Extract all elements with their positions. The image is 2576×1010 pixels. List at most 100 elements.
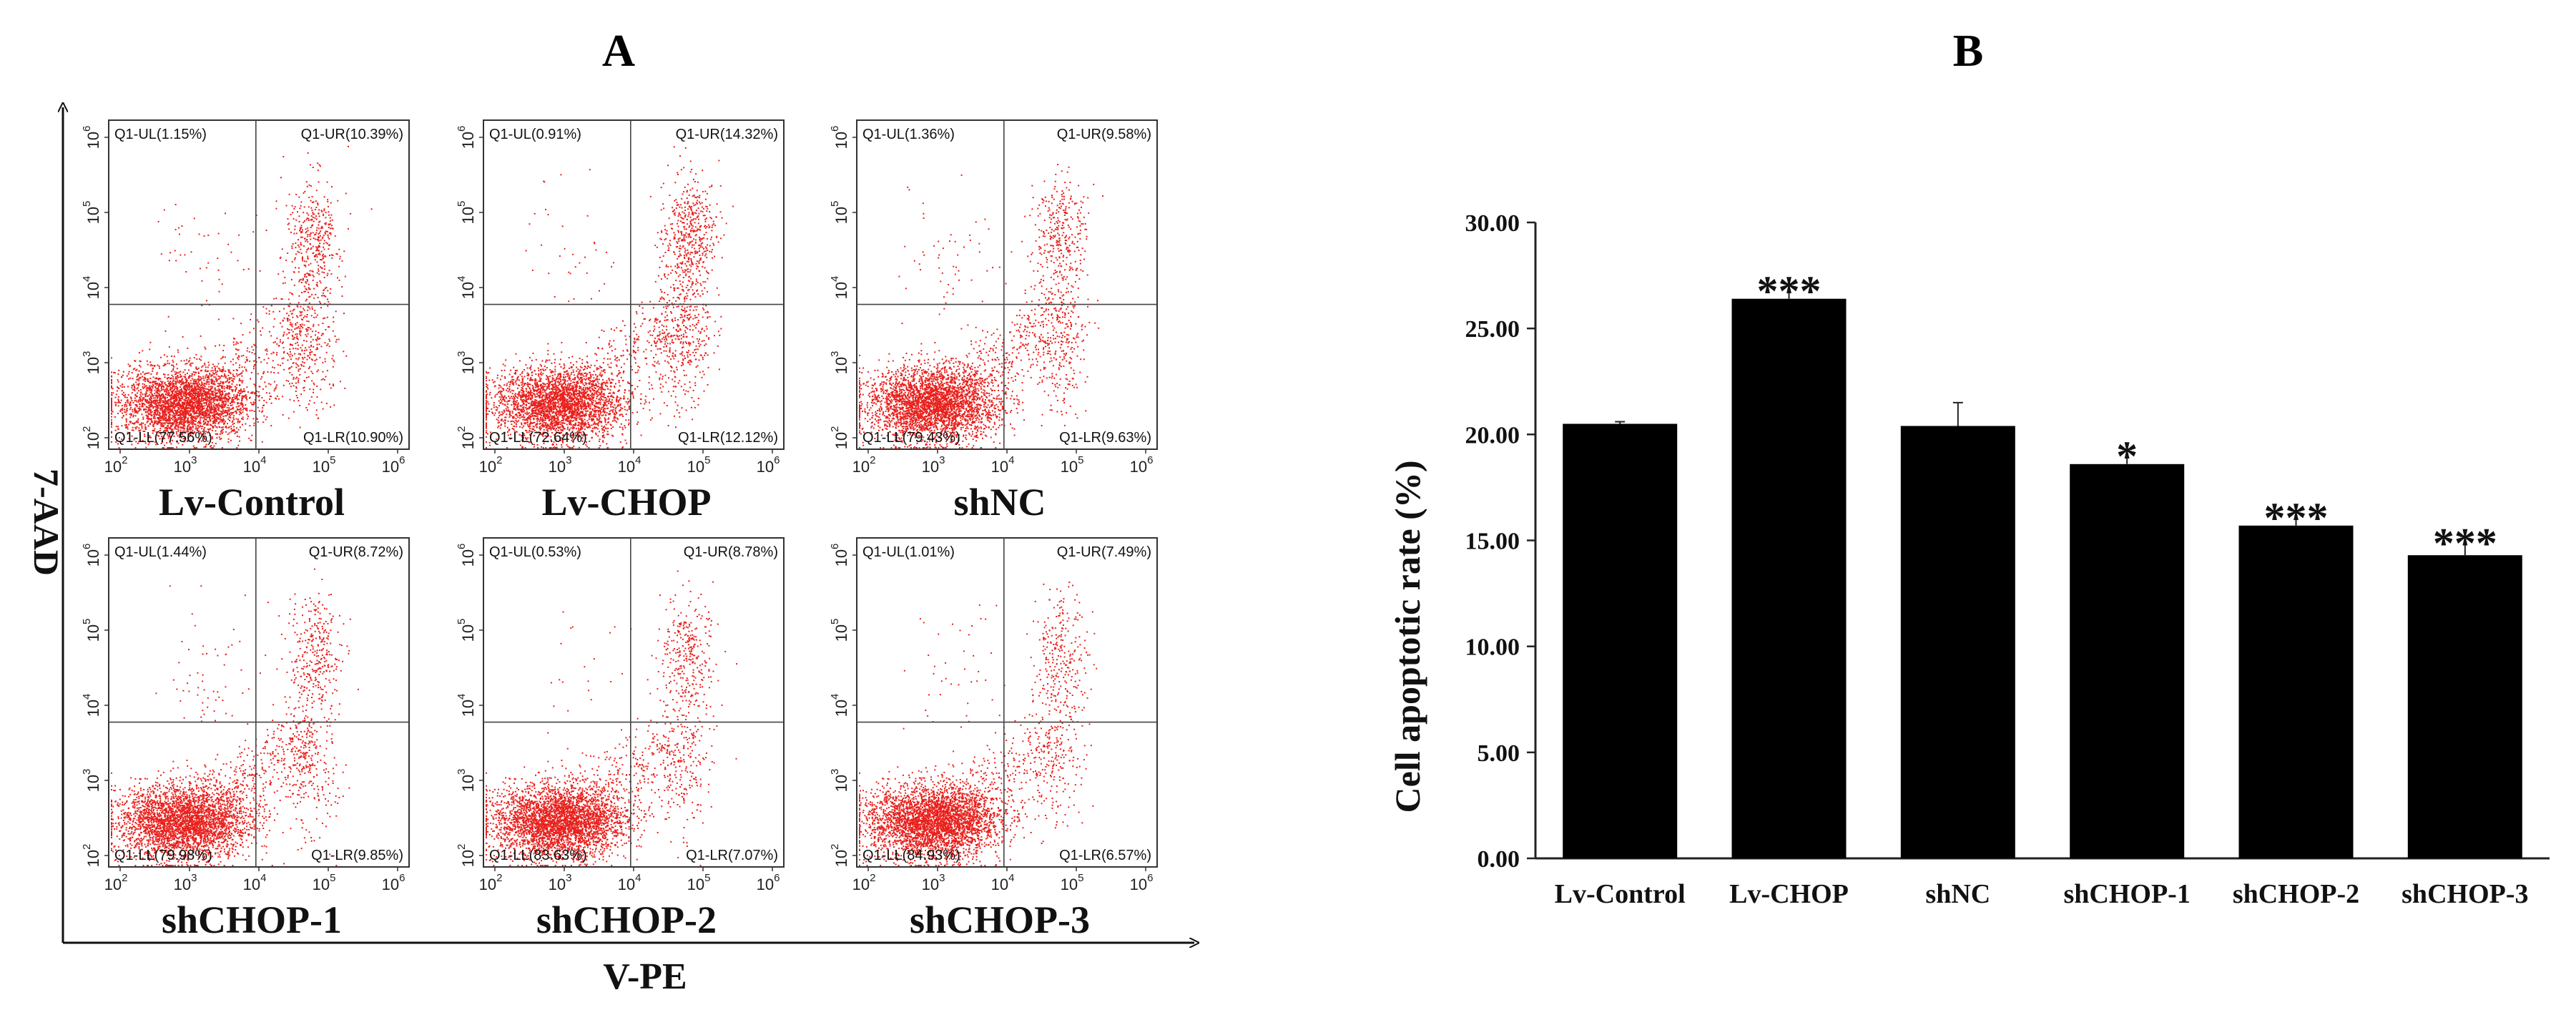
y-tick-label: 105: [456, 201, 477, 225]
y-tick-label: 102: [829, 426, 850, 450]
bar-category-label: shCHOP-1: [2063, 879, 2190, 909]
y-tick-label: 103: [829, 769, 850, 793]
bar-y-tick-label: 5.00: [1478, 740, 1520, 767]
x-tick-label: 102: [104, 872, 128, 893]
y-tick-label: 102: [456, 426, 477, 450]
y-tick-label: 104: [829, 276, 850, 300]
quadrant-lr-label: Q1-LR(7.07%): [686, 848, 778, 863]
quadrant-ur-label: Q1-UR(8.78%): [684, 544, 778, 560]
bar-y-tick-label: 30.00: [1465, 210, 1520, 237]
quadrant-ur-label: Q1-UR(7.49%): [1057, 544, 1151, 560]
quadrant-ul-label: Q1-UL(0.53%): [489, 544, 581, 560]
quadrant-ll-label: Q1-LL(79.43%): [862, 430, 960, 446]
y-tick-label: 106: [456, 544, 477, 567]
x-tick-label: 103: [922, 454, 945, 476]
quadrant-ur-label: Q1-UR(10.39%): [301, 127, 403, 142]
y-tick-label: 103: [829, 351, 850, 375]
quadrant-ul-label: Q1-UL(1.44%): [114, 544, 207, 560]
flow-plot-frame: [108, 537, 410, 868]
y-tick-label: 104: [456, 694, 477, 717]
x-tick-label: 103: [174, 872, 197, 893]
x-tick-label: 105: [313, 872, 336, 893]
bar-y-tick-label: 0.00: [1478, 846, 1520, 873]
y-tick-label: 105: [81, 201, 102, 225]
quadrant-ll-label: Q1-LL(83.63%): [489, 848, 587, 863]
x-tick-label: 104: [618, 454, 641, 476]
y-tick-label: 105: [456, 619, 477, 642]
x-tick-label: 105: [687, 872, 711, 893]
y-tick-label: 104: [81, 276, 102, 300]
quadrant-ul-label: Q1-UL(1.36%): [862, 127, 955, 142]
quadrant-ul-label: Q1-UL(0.91%): [489, 127, 581, 142]
quadrant-lr-label: Q1-LR(6.57%): [1059, 848, 1151, 863]
x-tick-label: 102: [479, 872, 503, 893]
flow-scatter-points: [486, 146, 734, 448]
panel-label-a: A: [602, 25, 635, 76]
bar-y-tick-label: 20.00: [1465, 422, 1520, 448]
x-tick-label: 103: [549, 872, 572, 893]
flow-y-axis-title: 7-AAD: [26, 469, 67, 576]
bar-y-axis-title: Cell apoptotic rate (%): [1387, 461, 1427, 813]
flow-plot-6: Q1-UL(1.01%) Q1-UR(7.49%) Q1-LL(84.93%) Q1-…: [829, 537, 1158, 941]
quadrant-lr-label: Q1-LR(12.12%): [678, 430, 778, 446]
x-tick-label: 105: [313, 454, 336, 476]
x-tick-label: 104: [243, 872, 267, 893]
y-tick-label: 106: [456, 126, 477, 149]
quadrant-ur-label: Q1-UR(8.72%): [309, 544, 403, 560]
x-tick-label: 106: [382, 454, 405, 476]
y-tick-label: 106: [829, 126, 850, 149]
quadrant-ur-label: Q1-UR(14.32%): [676, 127, 778, 142]
bar-y-tick-label: 15.00: [1465, 529, 1520, 555]
flow-plots: Q1-UL(1.15%) Q1-UR(10.39%) Q1-LL(77.56%) Q1…: [81, 119, 1158, 941]
y-tick-label: 103: [81, 769, 102, 793]
y-tick-label: 102: [81, 426, 102, 450]
bar-lv-chop: [1731, 298, 1847, 858]
flow-plot-5: Q1-UL(0.53%) Q1-UR(8.78%) Q1-LL(83.63%) Q1-…: [456, 537, 785, 941]
flow-scatter-points: [859, 582, 1098, 866]
y-tick-label: 104: [81, 694, 102, 717]
quadrant-lr-label: Q1-LR(9.85%): [311, 848, 403, 863]
y-tick-label: 102: [81, 844, 102, 868]
y-tick-label: 102: [829, 844, 850, 868]
x-tick-label: 104: [618, 872, 641, 893]
x-tick-label: 102: [852, 454, 876, 476]
x-tick-label: 103: [174, 454, 197, 476]
flow-plot-2: Q1-UL(0.91%) Q1-UR(14.32%) Q1-LL(72.64%) Q1…: [456, 119, 785, 524]
y-tick-label: 105: [81, 619, 102, 642]
x-tick-label: 102: [104, 454, 128, 476]
quadrant-ul-label: Q1-UL(1.15%): [114, 127, 207, 142]
sample-name-label: shCHOP-3: [910, 898, 1090, 941]
significance-label: ***: [2264, 494, 2329, 541]
y-tick-label: 105: [829, 619, 850, 642]
flow-plot-frame: [483, 537, 785, 868]
bar-shchop-1: [2070, 464, 2185, 858]
x-tick-label: 104: [991, 872, 1015, 893]
quadrant-ll-label: Q1-LL(77.56%): [114, 430, 212, 446]
x-tick-label: 105: [1061, 454, 1084, 476]
sample-name-label: shCHOP-1: [162, 898, 342, 941]
y-tick-label: 106: [81, 126, 102, 149]
bar-category-label: shNC: [1925, 879, 1990, 909]
flow-x-axis-title: V-PE: [603, 956, 687, 997]
bar-category-label: shCHOP-2: [2233, 879, 2359, 909]
flow-plot-frame: [856, 537, 1158, 868]
bar-y-tick-label: 10.00: [1465, 634, 1520, 661]
x-tick-label: 105: [1061, 872, 1084, 893]
x-tick-label: 104: [243, 454, 267, 476]
x-tick-label: 106: [1130, 454, 1154, 476]
y-tick-label: 106: [81, 544, 102, 567]
y-tick-label: 106: [829, 544, 850, 567]
x-tick-label: 106: [757, 872, 780, 893]
y-tick-label: 104: [456, 276, 477, 300]
x-tick-label: 104: [991, 454, 1015, 476]
bar-lv-control: [1563, 423, 1678, 858]
quadrant-ll-label: Q1-LL(72.64%): [489, 430, 587, 446]
x-tick-label: 102: [479, 454, 503, 476]
x-tick-label: 106: [382, 872, 405, 893]
quadrant-lr-label: Q1-LR(10.90%): [303, 430, 403, 446]
sample-name-label: Lv-Control: [159, 481, 345, 524]
flow-plot-4: Q1-UL(1.44%) Q1-UR(8.72%) Q1-LL(79.98%) Q1-…: [81, 537, 410, 941]
quadrant-ll-label: Q1-LL(79.98%): [114, 848, 212, 863]
quadrant-lr-label: Q1-LR(9.63%): [1059, 430, 1151, 446]
